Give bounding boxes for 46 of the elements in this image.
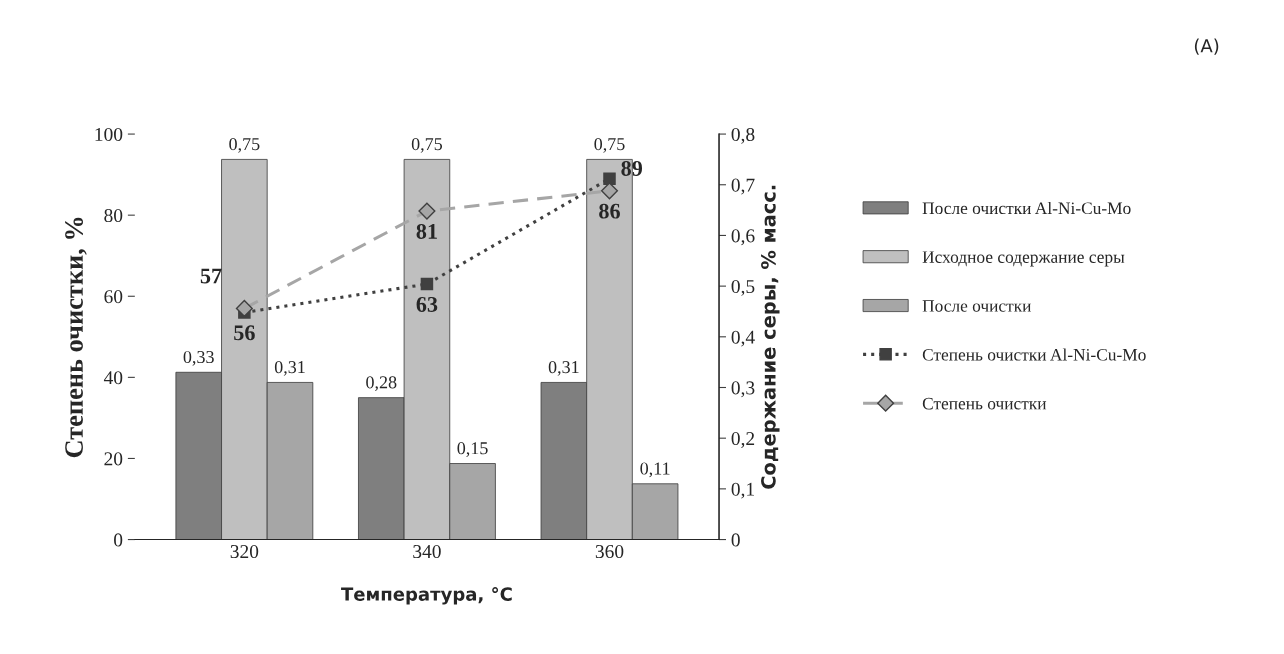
legend-label: Исходное содержание серы [922,251,1125,267]
y-tick-label: 80 [104,208,123,223]
point [235,299,253,317]
y2-tick-label: 0,7 [731,178,755,195]
data-label: 0,15 [457,442,488,457]
x-tick-label: 340 [413,544,441,559]
data-label: 0,28 [366,376,397,392]
y-tick-label: 20 [104,452,123,466]
y2-tick-label: 0,5 [731,279,755,296]
y2-tick-label: 0,4 [731,330,755,347]
point [600,182,619,200]
y2-tick-label: 0 [731,533,740,547]
y-tick-label: 40 [103,371,123,385]
x-tick-label: 320 [230,544,259,559]
data-label: 0,31 [548,361,579,376]
data-label: 0,11 [640,462,670,478]
legend-label: После очистки [922,300,1032,312]
y-tick-label: 60 [104,290,123,304]
data-label: 56 [234,325,255,341]
y-axis-title: Степень очистки, % [65,217,87,458]
data-label: 0,75 [229,138,260,153]
text: (A) [1194,38,1219,55]
y2-tick-label: 0,8 [731,127,755,144]
point [603,172,616,185]
data-label: 81 [416,223,437,239]
y-tick-label: 100 [95,127,123,142]
y2-tick-label: 0,1 [731,482,754,499]
data-label: 0,31 [274,361,305,376]
data-label: 89 [621,160,643,176]
data-label: 86 [599,203,620,219]
x-tick-label: 360 [595,544,624,559]
legend-label: Степень очистки [922,397,1047,410]
data-label: 63 [416,296,438,312]
data-label: 0,75 [411,138,443,153]
point [420,277,434,291]
data-label: 0,75 [594,138,625,153]
y2-tick-label: 0,6 [731,229,755,246]
y2-axis-title: Содержание серы, % масс. [761,185,780,489]
y2-tick-label: 0,3 [731,381,755,398]
point [418,202,436,220]
y-tick-label: 0 [114,533,123,547]
data-label: 0,33 [183,350,214,366]
x-axis-title: Температура, °C [341,587,512,605]
y2-tick-label: 0,2 [731,432,755,448]
legend-label: После очистки Al-Ni-Cu-Mo [922,201,1131,215]
legend-label: Степень очистки Al-Ni-Cu-Mo [922,348,1146,361]
